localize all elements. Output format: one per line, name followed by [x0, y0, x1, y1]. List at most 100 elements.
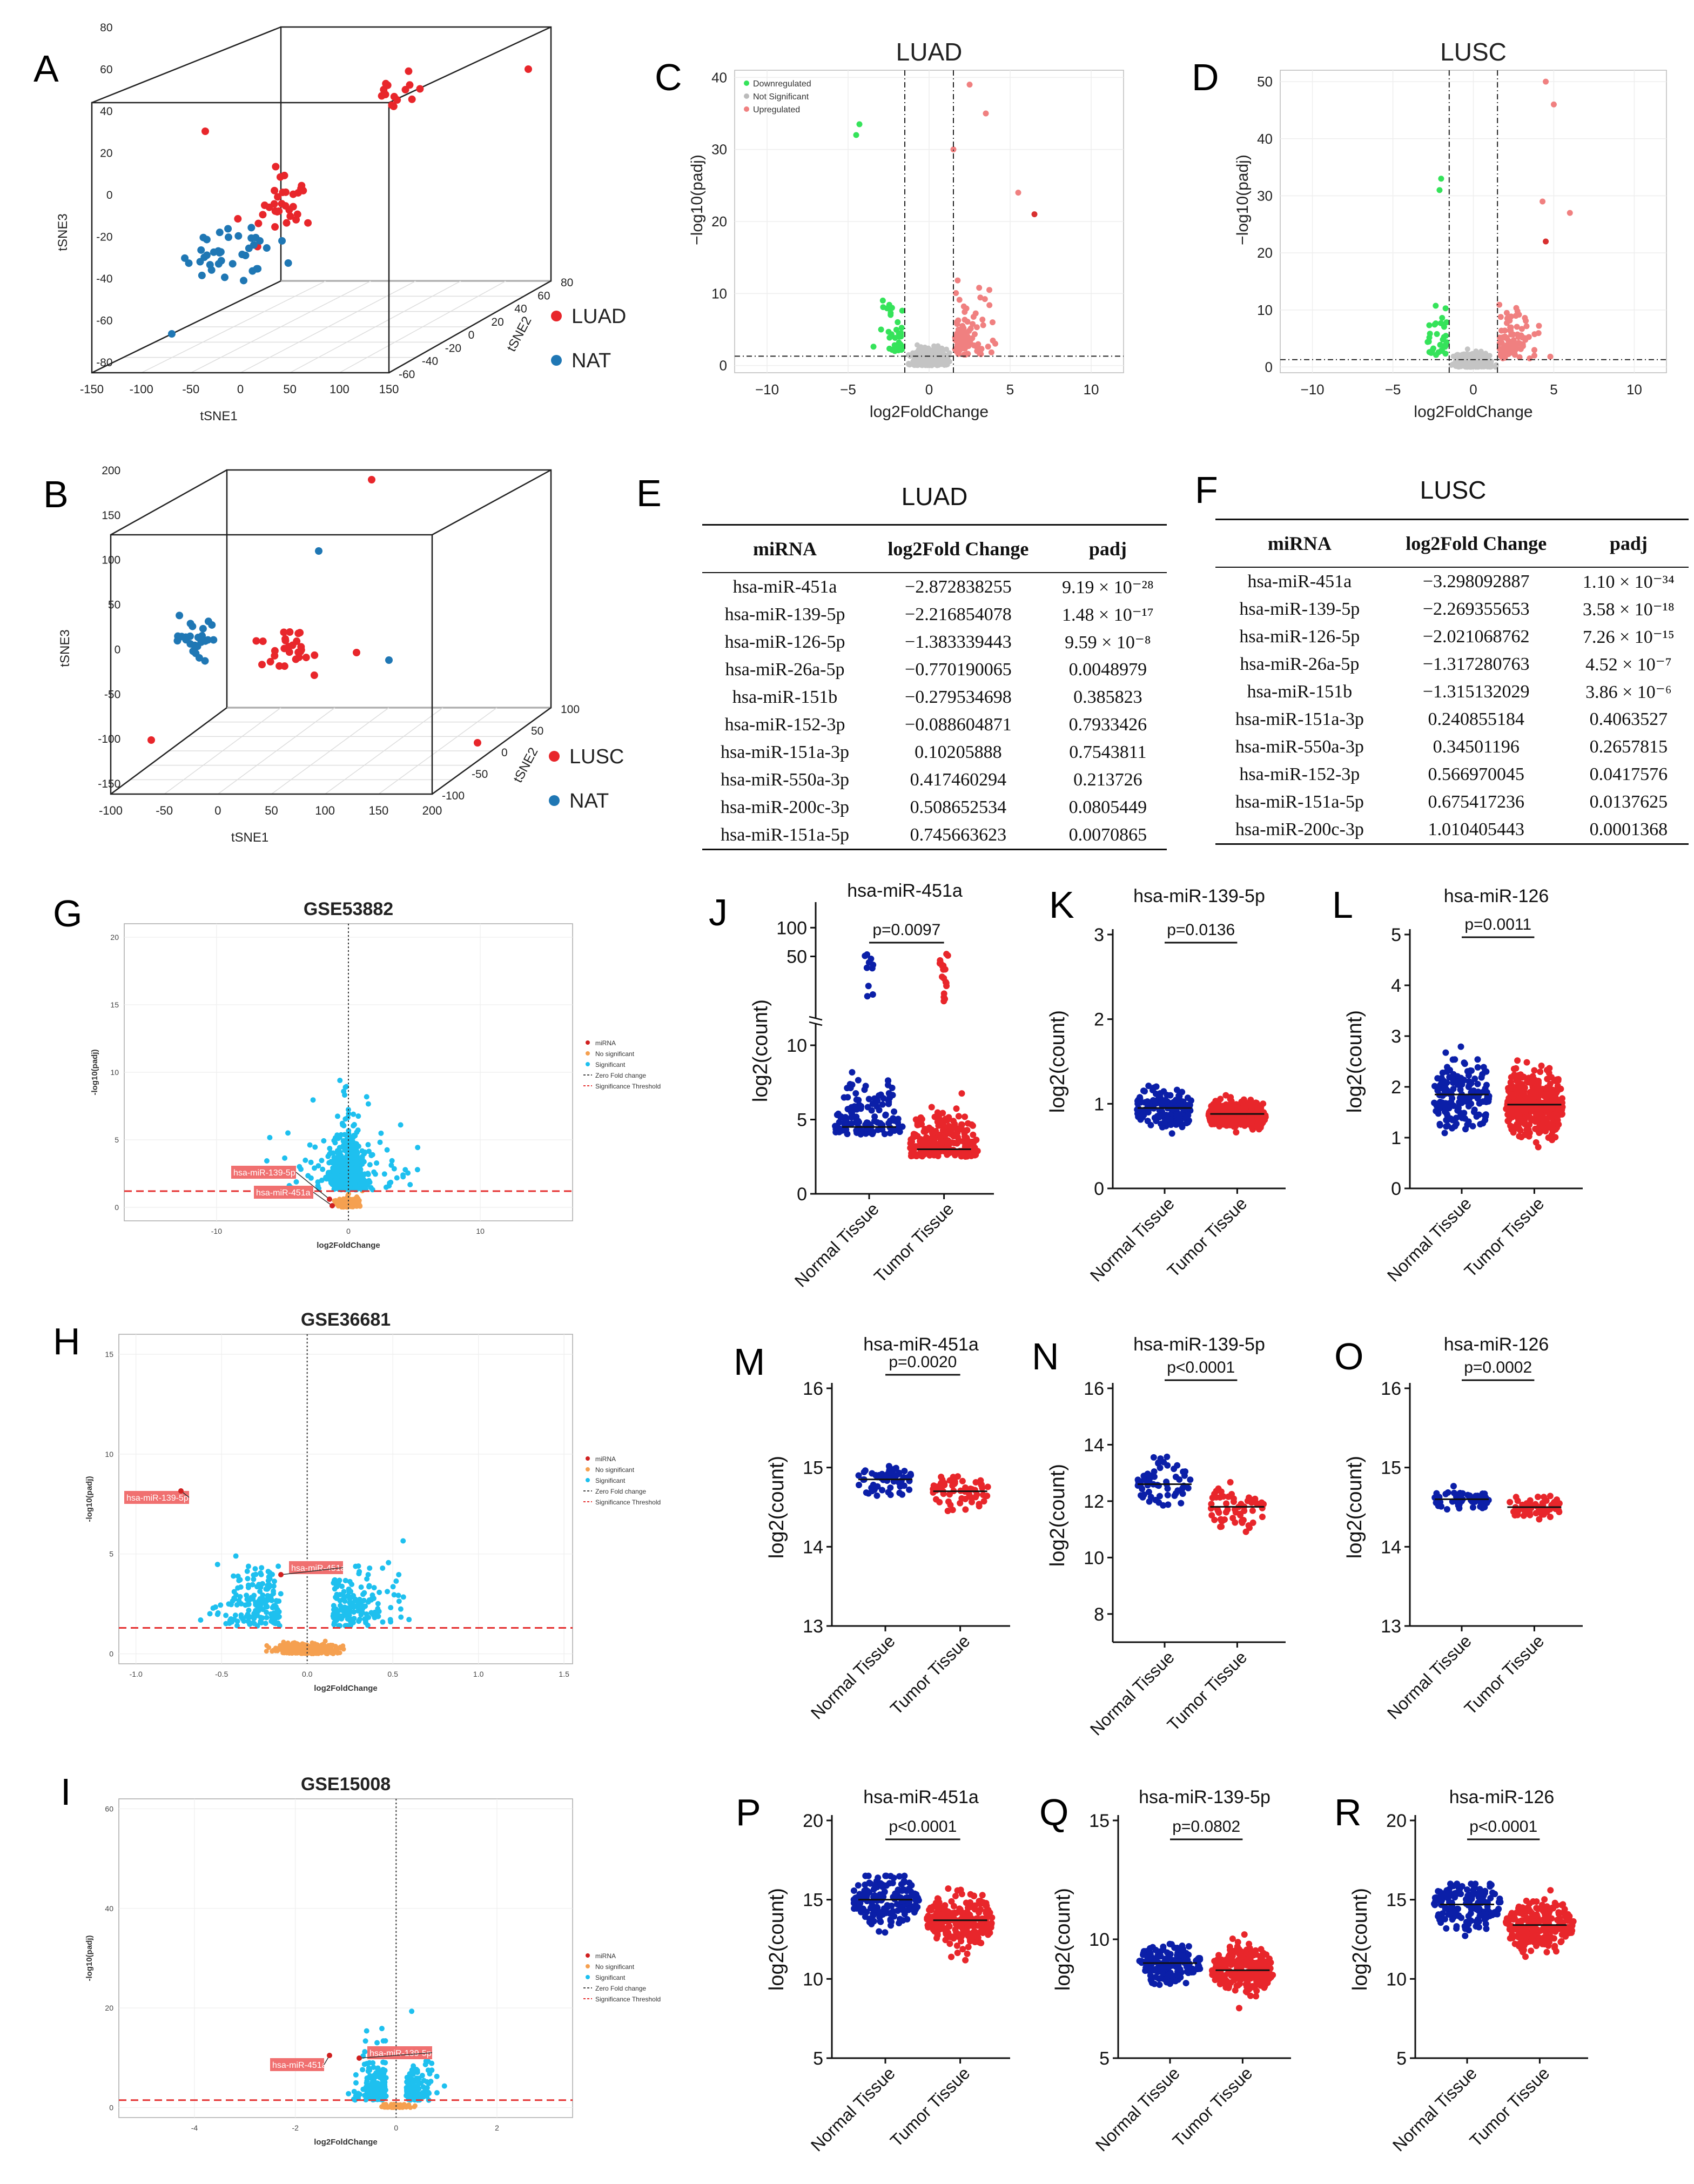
geo-point-sig: [338, 1603, 344, 1609]
dot-point: [1548, 1098, 1555, 1105]
table-cell: −1.383339443: [905, 631, 1012, 652]
geo-point-sig: [337, 1592, 343, 1598]
geo-point-sig: [325, 1171, 331, 1177]
geo-point-ns: [325, 1651, 330, 1657]
dot-point: [1558, 1111, 1565, 1118]
dot-point: [1508, 1074, 1515, 1081]
volcano-gse15008-chart: -4 -2 0 20204060hsa-miR-451ahsa-miR-139-5pG…: [85, 1774, 661, 2147]
y-tick-label: 5: [109, 1550, 113, 1558]
geo-point-sig: [332, 1140, 338, 1146]
dot-point: [1535, 1082, 1542, 1089]
geo-point-sig: [354, 1129, 360, 1135]
geo-point-sig: [390, 1584, 396, 1590]
dot-point: [1184, 1094, 1191, 1101]
geo-point-sig: [349, 1177, 355, 1182]
geo-point-sig: [338, 1158, 344, 1164]
y-axis-title: -log10(padj): [90, 1049, 99, 1095]
tsne-point: [197, 246, 205, 254]
table-cell: hsa-miR-200c-3p: [1215, 816, 1384, 845]
geo-point-sig: [353, 2072, 359, 2078]
volcano-point-down: [888, 312, 894, 318]
dot-point: [1443, 1068, 1450, 1075]
geo-point-sig: [256, 1597, 262, 1603]
chart-title: GSE15008: [301, 1774, 391, 1795]
geo-point-sig: [385, 1589, 391, 1595]
dot-point: [1526, 1114, 1533, 1121]
tsne-point: [284, 259, 292, 267]
volcano-point-up: [1525, 334, 1532, 340]
y-tick-label: 1: [1391, 1128, 1401, 1148]
y-tick-label: 3: [1094, 925, 1104, 945]
x-tick-label: -50: [156, 804, 173, 817]
tsne-point: [256, 237, 264, 245]
tsne-point: [221, 273, 229, 281]
geo-point-sig: [259, 1565, 265, 1571]
table-cell: 1.10 × 10⁻³⁴: [1583, 572, 1675, 592]
x-tick-label: -2: [292, 2123, 299, 2132]
dot-point: [955, 1113, 962, 1120]
geo-point-sig: [310, 1097, 316, 1103]
volcano-point-up: [1547, 353, 1554, 360]
legend-marker: [586, 1467, 590, 1471]
table-cell: hsa-miR-126-5p: [1239, 626, 1360, 647]
table-row: hsa-miR-151a-5p 0.745663623 0.0070865: [702, 821, 1167, 850]
geo-point-sig: [337, 1168, 342, 1174]
geo-point-sig: [340, 1177, 346, 1183]
volcano-point-up: [1527, 355, 1533, 361]
volcano-point: [853, 132, 859, 138]
dot-point: [1146, 1105, 1153, 1112]
table-cell: 0.240855184: [1428, 709, 1524, 729]
geo-point-sig: [354, 1177, 360, 1182]
volcano-point-down: [1426, 334, 1433, 341]
volcano-point-up: [962, 317, 968, 323]
box-edge: [91, 26, 281, 104]
geo-point-sig: [374, 2040, 380, 2046]
table-cell: 0.0805449: [1068, 797, 1147, 817]
y-tick-label: 3: [1391, 1026, 1401, 1047]
z-axis-title: tSNE2: [504, 314, 534, 354]
dot-point: [932, 1143, 939, 1150]
y-tick-label: 5: [1391, 925, 1401, 945]
legend-label: NAT: [569, 790, 609, 812]
dot-point: [862, 952, 869, 959]
geo-point-sig: [362, 2038, 368, 2044]
geo-point-sig: [231, 1573, 237, 1579]
geo-point-ns: [412, 2103, 418, 2108]
geo-point-sig: [355, 1113, 361, 1119]
x-axis-title: log2FoldChange: [314, 1684, 378, 1693]
dot-point: [953, 1105, 960, 1112]
tsne-point: [288, 641, 297, 649]
volcano-point-down: [1439, 348, 1446, 354]
geo-point-sig: [391, 1592, 397, 1598]
table-row: hsa-miR-451a −2.872838255 9.19 × 10⁻²⁸: [702, 573, 1167, 601]
table-cell: hsa-miR-451a: [732, 576, 837, 597]
table-cell: hsa-miR-151a-5p: [1235, 791, 1364, 812]
dot-point: [944, 1141, 951, 1148]
y-tick-label: 0: [797, 1184, 807, 1205]
table-cell: hsa-miR-151a-3p: [1235, 709, 1364, 729]
geo-point-sig: [258, 1571, 264, 1577]
geo-point-sig: [348, 1616, 354, 1622]
y-tick-label: 15: [803, 1458, 823, 1479]
dot-point: [1219, 1119, 1226, 1126]
geo-point-sig: [374, 2066, 380, 2072]
table-cell: 4.52 × 10⁻⁷: [1585, 654, 1672, 675]
geo-point-sig: [420, 2090, 426, 2096]
x-tick-label: 0.5: [387, 1670, 398, 1678]
box-edge: [91, 280, 281, 374]
tsne-point: [201, 127, 209, 135]
tsne-point: [201, 657, 209, 665]
geo-point-sig: [334, 1582, 340, 1588]
dot-point: [940, 990, 947, 997]
box-edge: [432, 469, 552, 536]
geo-point-ns: [332, 1198, 337, 1204]
dot-point: [848, 1108, 855, 1115]
dot-point: [854, 1120, 861, 1127]
tsne-point: [181, 254, 189, 262]
geo-point-sig: [394, 1175, 400, 1181]
dot-point: [885, 1090, 892, 1097]
geo-point-sig: [251, 1576, 257, 1582]
geo-point-sig: [400, 1174, 406, 1180]
x-tick-label: -10: [211, 1227, 222, 1235]
volcano-point-up: [957, 331, 964, 338]
